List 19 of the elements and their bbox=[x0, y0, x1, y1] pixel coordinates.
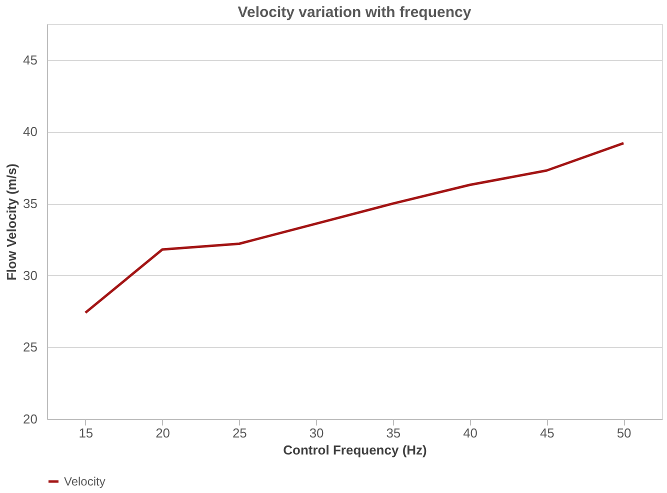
x-tick-label: 50 bbox=[616, 426, 632, 440]
y-tick-label: 20 bbox=[23, 412, 38, 426]
x-tick-label: 15 bbox=[78, 426, 94, 440]
y-tick-label: 35 bbox=[23, 196, 38, 212]
line-series bbox=[84, 142, 625, 314]
chart-title: Velocity variation with frequency bbox=[238, 4, 472, 21]
x-tick-label: 45 bbox=[540, 426, 554, 440]
x-tick-label: 35 bbox=[386, 426, 401, 440]
x-tick-label: 20 bbox=[156, 426, 170, 440]
x-tick-label: 40 bbox=[463, 426, 478, 440]
y-axis-title: Flow Velocity (m/s) bbox=[4, 163, 20, 281]
y-tick-label: 30 bbox=[23, 268, 38, 283]
x-tick-label: 30 bbox=[309, 426, 324, 440]
y-tick-label: 40 bbox=[23, 124, 38, 140]
x-axis-title: Control Frequency (Hz) bbox=[283, 442, 427, 458]
y-tick-label: 25 bbox=[23, 340, 38, 355]
x-tick-label: 25 bbox=[232, 426, 247, 440]
legend-label: Velocity bbox=[64, 474, 106, 488]
y-tick-label: 45 bbox=[23, 52, 38, 68]
